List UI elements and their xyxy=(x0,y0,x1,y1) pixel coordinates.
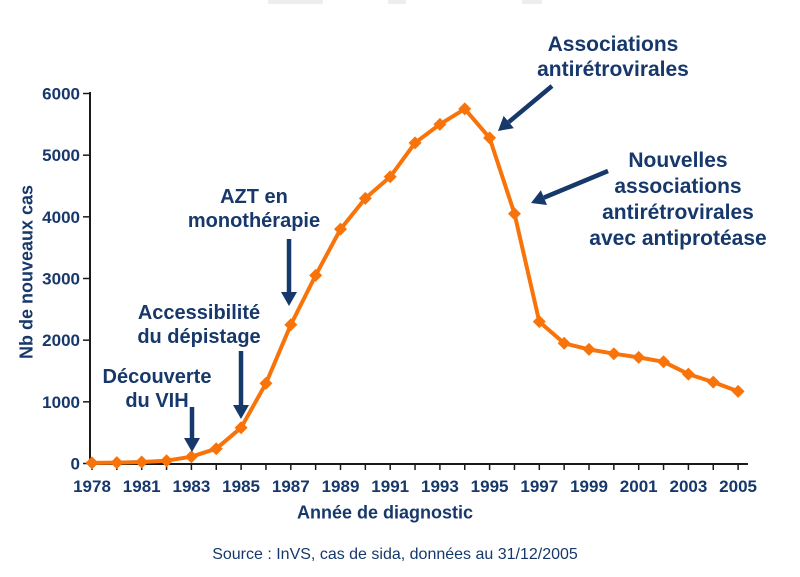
x-tick-label: 2003 xyxy=(669,477,707,496)
data-point-marker xyxy=(557,336,571,350)
cropped-title-fragment xyxy=(388,0,406,4)
annotation-associations-antiretrovirales: Associations antirétrovirales xyxy=(498,32,728,82)
x-tick-label: 1995 xyxy=(471,477,509,496)
data-point-marker xyxy=(358,191,372,205)
x-tick-label: 1981 xyxy=(123,477,161,496)
data-point-marker xyxy=(85,456,99,470)
data-point-marker xyxy=(706,375,720,389)
data-point-marker xyxy=(532,315,546,329)
annotation-line: avec antiprotéase xyxy=(589,227,767,250)
data-point-marker xyxy=(657,355,671,369)
data-point-marker xyxy=(408,136,422,150)
data-point-marker xyxy=(731,384,745,398)
data-point-marker xyxy=(259,376,273,390)
data-point-marker xyxy=(309,268,323,282)
y-axis-title: Nb de nouveaux cas xyxy=(16,184,37,360)
annotation-azt-en-monotherapie: AZT en monothérapie xyxy=(159,185,349,233)
y-tick-label: 3000 xyxy=(42,270,80,289)
annotation-arrow-stem xyxy=(543,168,609,200)
data-point-marker xyxy=(607,347,621,361)
x-tick-label: 1999 xyxy=(570,477,608,496)
data-point-marker xyxy=(135,455,149,469)
y-tick-label: 5000 xyxy=(42,146,80,165)
x-tick-label: 1997 xyxy=(520,477,558,496)
annotation-line: Accessibilité xyxy=(137,302,261,324)
x-tick-label: 2005 xyxy=(719,477,757,496)
annotation-line: du VIH xyxy=(125,390,189,412)
data-point-marker xyxy=(458,102,472,116)
data-point-marker xyxy=(507,207,521,221)
source-note: Source : InVS, cas de sida, données au 3… xyxy=(212,546,578,563)
annotation-line: Découverte xyxy=(102,366,212,388)
annotation-line: antirétrovirales xyxy=(602,201,754,224)
x-tick-label: 1985 xyxy=(222,477,260,496)
x-tick-label: 1991 xyxy=(371,477,409,496)
y-tick-label: 2000 xyxy=(42,331,80,350)
annotation-arrow-stem xyxy=(507,84,554,124)
data-point-marker xyxy=(681,367,695,381)
x-tick-label: 1993 xyxy=(421,477,459,496)
x-tick-label: 2001 xyxy=(620,477,658,496)
data-point-marker xyxy=(234,421,248,435)
data-point-marker xyxy=(160,454,174,468)
x-axis-title: Année de diagnostic xyxy=(296,502,474,523)
data-point-marker xyxy=(582,342,596,356)
annotation-line: monothérapie xyxy=(187,210,321,232)
x-tick-label: 1978 xyxy=(73,477,111,496)
annotation-line: associations xyxy=(614,175,742,198)
annotation-decouverte-du-vih: Découverte du VIH xyxy=(72,365,242,413)
x-tick-label: 1989 xyxy=(322,477,360,496)
annotation-line: du dépistage xyxy=(137,326,261,348)
data-point-marker xyxy=(334,222,347,236)
data-point-marker xyxy=(110,456,124,470)
cropped-title-fragment xyxy=(522,0,542,4)
y-tick-label: 4000 xyxy=(42,208,80,227)
data-point-marker xyxy=(209,442,223,456)
y-tick-label: 6000 xyxy=(42,85,80,104)
data-point-marker xyxy=(284,318,298,332)
data-point-marker xyxy=(433,117,447,131)
y-tick-label: 1000 xyxy=(42,393,80,412)
annotation-arrow-head xyxy=(531,190,547,206)
annotation-arrow-head xyxy=(184,438,200,452)
x-tick-label: 1987 xyxy=(272,477,310,496)
data-point-marker xyxy=(184,450,198,464)
data-point-marker xyxy=(632,350,646,364)
annotation-line: Associations xyxy=(547,33,679,56)
annotation-arrow-head xyxy=(498,115,514,131)
annotation-line: Nouvelles xyxy=(628,149,728,172)
annotation-accessibilite-du-depistage: Accessibilité du dépistage xyxy=(104,301,294,349)
x-tick-label: 1983 xyxy=(172,477,210,496)
cropped-title-fragment xyxy=(268,0,323,4)
annotation-line: antirétrovirales xyxy=(537,58,689,81)
data-point-marker xyxy=(483,131,497,145)
annotation-line: AZT en xyxy=(220,186,288,208)
annotation-arrow-head xyxy=(233,405,249,419)
y-tick-label: 0 xyxy=(71,455,80,474)
annotation-arrow-head xyxy=(281,292,297,306)
annotation-nouvelles-associations: Nouvelles associations antirétrovirales ave… xyxy=(568,148,788,252)
data-point-marker xyxy=(383,170,397,184)
